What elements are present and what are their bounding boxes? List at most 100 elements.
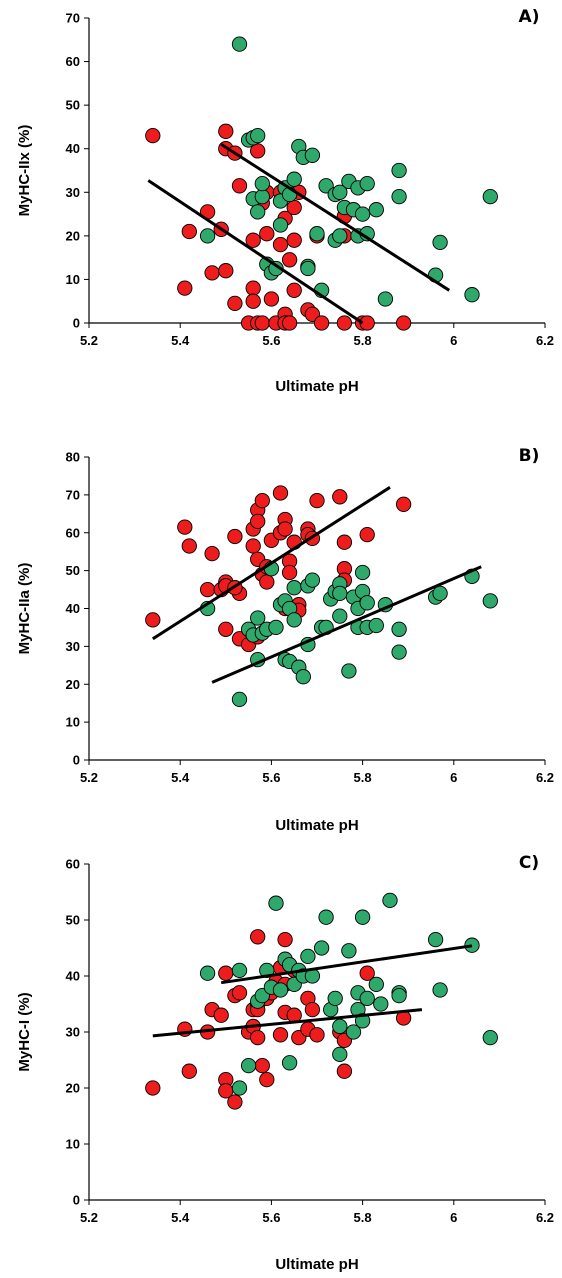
data-point xyxy=(250,610,266,626)
data-point xyxy=(204,545,220,562)
data-point xyxy=(359,990,375,1007)
data-point xyxy=(272,236,289,253)
data-point xyxy=(254,1057,270,1074)
data-point xyxy=(245,293,261,309)
data-point xyxy=(268,895,284,911)
x-axis-title: Ultimate pH xyxy=(275,817,358,834)
data-point xyxy=(259,226,275,242)
y-tick-label: 0 xyxy=(73,316,80,331)
y-tick-label: 50 xyxy=(66,98,80,113)
x-tick-label: 5.8 xyxy=(354,770,372,785)
data-point xyxy=(354,564,371,581)
data-point xyxy=(245,232,261,248)
data-point xyxy=(268,619,284,636)
y-axis-title: MyHC-I (%) xyxy=(16,992,33,1071)
trend-line xyxy=(211,565,482,684)
series-green xyxy=(199,36,498,307)
y-tick-label: 0 xyxy=(73,1193,80,1208)
data-point xyxy=(464,287,480,303)
y-tick-label: 10 xyxy=(66,272,80,287)
y-tick-label: 60 xyxy=(66,54,80,69)
data-point xyxy=(250,513,266,530)
data-point xyxy=(272,1027,289,1043)
y-tick-label: 70 xyxy=(66,487,80,502)
x-tick-label: 6.2 xyxy=(536,1210,554,1225)
data-point xyxy=(277,931,293,948)
y-tick-label: 40 xyxy=(66,969,80,984)
data-point xyxy=(250,204,266,220)
data-point xyxy=(432,585,448,602)
data-point xyxy=(391,188,407,205)
data-point xyxy=(332,184,348,200)
data-point xyxy=(177,280,193,296)
x-tick-label: 5.6 xyxy=(262,1210,280,1225)
data-point xyxy=(145,612,161,628)
data-point xyxy=(332,228,348,244)
data-point xyxy=(254,492,270,509)
data-point xyxy=(245,538,261,554)
data-point xyxy=(327,990,343,1007)
series-green xyxy=(199,892,498,1096)
x-tick-label: 5.6 xyxy=(262,333,280,348)
data-point xyxy=(227,528,243,545)
data-point xyxy=(281,564,298,581)
x-tick-label: 5.6 xyxy=(262,770,280,785)
x-tick-label: 5.2 xyxy=(80,333,98,348)
data-point xyxy=(313,940,330,956)
data-point xyxy=(373,996,389,1012)
data-point xyxy=(341,943,357,959)
x-tick-label: 5.8 xyxy=(354,333,372,348)
data-point xyxy=(218,965,234,981)
data-point xyxy=(204,265,220,281)
y-tick-label: 50 xyxy=(66,563,80,578)
trend-line xyxy=(220,143,451,292)
data-point xyxy=(218,123,234,139)
y-tick-label: 60 xyxy=(66,857,80,872)
data-point xyxy=(345,1024,362,1040)
trend-line xyxy=(147,179,364,325)
data-point xyxy=(395,315,412,331)
data-point xyxy=(354,909,371,925)
y-tick-label: 70 xyxy=(66,11,80,26)
data-point xyxy=(254,315,270,331)
y-tick-label: 80 xyxy=(66,450,80,465)
y-tick-label: 20 xyxy=(66,1081,80,1096)
data-point xyxy=(145,1080,161,1096)
data-point xyxy=(240,1057,257,1074)
data-point xyxy=(432,234,448,251)
data-point xyxy=(341,663,357,679)
data-point xyxy=(336,1063,353,1079)
panel-label: B) xyxy=(519,446,540,466)
data-point xyxy=(368,976,384,993)
x-tick-label: 5.2 xyxy=(80,770,98,785)
data-point xyxy=(231,36,248,52)
y-tick-label: 0 xyxy=(73,753,80,768)
data-point xyxy=(231,691,248,708)
data-point xyxy=(359,595,375,611)
data-point xyxy=(300,948,316,965)
data-point xyxy=(332,608,348,624)
data-point xyxy=(177,519,193,535)
data-point xyxy=(218,621,234,637)
data-point xyxy=(359,965,375,981)
y-tick-label: 10 xyxy=(66,1137,80,1152)
data-point xyxy=(432,982,448,998)
data-point xyxy=(482,593,498,609)
chart-panel-a: 0 10 20 30 40 50 60 70 5.2 5.4 5.6 5.8 6 6.2 Ultimate … xyxy=(16,7,554,395)
data-point xyxy=(304,147,321,163)
y-tick-label: 20 xyxy=(66,228,80,243)
data-point xyxy=(391,644,407,660)
data-point xyxy=(391,987,407,1004)
data-point xyxy=(295,669,311,685)
trend-line xyxy=(220,944,473,985)
data-point xyxy=(464,937,480,953)
data-point xyxy=(368,617,384,634)
y-tick-label: 50 xyxy=(66,913,80,928)
data-point xyxy=(391,162,407,179)
data-point xyxy=(227,1094,243,1110)
data-point xyxy=(259,574,275,590)
y-tick-label: 60 xyxy=(66,525,80,540)
data-point xyxy=(231,985,248,1001)
data-point xyxy=(286,171,302,187)
